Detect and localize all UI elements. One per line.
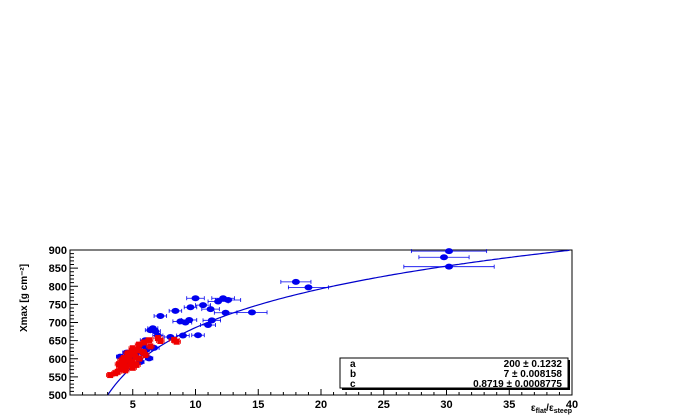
x-tick-label: 40 [566, 399, 578, 411]
data-points-layer [105, 248, 495, 379]
stat-param-value: 200 ± 0.1232 [504, 359, 563, 370]
x-tick-label: 30 [440, 399, 452, 411]
data-point-square [133, 361, 140, 368]
data-point-square [157, 337, 164, 344]
x-tick-label: 10 [189, 399, 201, 411]
data-point-square [147, 343, 154, 350]
x-tick-label: 15 [252, 399, 264, 411]
data-point-circle [171, 307, 180, 314]
data-point-square [134, 347, 141, 354]
data-point-circle [207, 317, 216, 324]
axis-ticks-layer: 5 10 15 20 25 30 35 40 500 550 600 650 700 750 800 850 9… [49, 245, 578, 411]
data-point-square [124, 356, 131, 363]
data-point-square [128, 348, 135, 355]
data-point-square [112, 370, 119, 377]
y-tick-label: 850 [49, 263, 67, 275]
y-axis-label: Xmax [g cm⁻²] [19, 264, 30, 332]
stat-param-value: 7 ± 0.008158 [504, 369, 563, 380]
stat-param-name: b [350, 369, 356, 380]
x-tick-label: 20 [315, 399, 327, 411]
stat-param-value: 0.8719 ± 0.0008775 [473, 379, 562, 390]
data-point-square [173, 338, 180, 345]
x-tick-label: 25 [378, 399, 390, 411]
stats-box [339, 357, 569, 389]
data-point-circle [194, 332, 203, 339]
data-point-circle [214, 298, 223, 305]
y-tick-label: 700 [49, 318, 67, 330]
data-point-square [122, 367, 129, 374]
data-point-circle [291, 278, 300, 285]
data-point-square [129, 364, 136, 371]
data-point-circle [204, 322, 213, 329]
data-point-circle [156, 312, 165, 319]
data-point-square [127, 361, 134, 368]
data-point-square [141, 339, 148, 346]
data-point-square [136, 341, 143, 348]
y-tick-label: 750 [49, 299, 67, 311]
data-point-square [139, 348, 146, 355]
stat-param-name: c [350, 379, 356, 390]
y-tick-label: 500 [49, 390, 67, 402]
data-point-circle [178, 332, 187, 339]
y-tick-label: 650 [49, 336, 67, 348]
fit-curve [107, 249, 570, 396]
data-point-square [129, 345, 136, 352]
data-point-square [120, 359, 127, 366]
stat-param-name: a [350, 359, 356, 370]
data-point-square [146, 337, 153, 344]
fit-stats-box: a 200 ± 0.1232 b 7 ± 0.008158 c 0.8719 ± 0.00… [339, 357, 570, 390]
data-point-circle [439, 254, 448, 261]
data-point-circle [181, 319, 190, 326]
data-point-circle [445, 263, 454, 270]
data-point-square [119, 363, 126, 369]
data-point-circle [247, 309, 256, 316]
data-point-square [142, 352, 149, 359]
data-point-circle [221, 309, 230, 316]
data-point-square [107, 372, 114, 379]
x-tick-label: 5 [130, 399, 136, 411]
y-tick-label: 900 [49, 245, 67, 257]
data-point-circle [206, 306, 215, 313]
data-point-circle [445, 248, 454, 255]
data-point-circle [199, 302, 208, 309]
data-point-circle [191, 295, 200, 302]
y-tick-label: 600 [49, 354, 67, 366]
data-point-square [136, 355, 143, 362]
fit-curve-layer [107, 249, 570, 396]
data-point-circle [186, 304, 195, 311]
data-point-square [125, 352, 132, 359]
x-tick-label: 35 [503, 399, 515, 411]
x-axis-label: εflat/εsteep [531, 403, 572, 415]
y-tick-label: 550 [49, 372, 67, 384]
data-point-circle [304, 284, 313, 291]
y-tick-label: 800 [49, 281, 67, 293]
